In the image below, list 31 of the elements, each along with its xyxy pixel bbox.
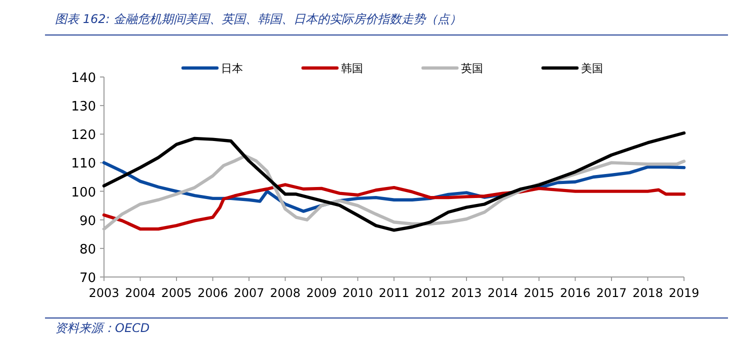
x-tick-label: 2012 [414,286,446,300]
y-tick-label: 130 [71,100,96,115]
y-tick-label: 70 [79,271,96,286]
x-tick-label: 2013 [451,286,482,300]
x-tick-label: 2009 [306,286,337,300]
x-tick-label: 2006 [197,286,228,300]
y-tick-label: 90 [79,214,96,229]
x-tick-label: 2014 [487,286,518,300]
x-tick-label: 2017 [596,286,627,300]
x-tick-label: 2018 [632,286,664,300]
x-tick-label: 2008 [270,286,301,300]
x-tick-label: 2019 [668,286,700,300]
x-tick-label: 2007 [234,286,264,300]
legend-label: 美国 [581,62,603,75]
y-tick-label: 140 [71,71,96,86]
y-tick-label: 80 [79,242,96,258]
annotation: 资料来源：OECD [55,321,150,335]
x-tick-label: 2010 [342,286,374,300]
x-tick-label: 2015 [524,286,554,300]
y-tick-label: 100 [71,185,96,200]
legend-label: 英国 [461,62,483,75]
y-tick-label: 120 [71,128,96,144]
legend-label: 日本 [221,62,243,75]
y-tick-label: 110 [71,156,96,172]
title: 图表 162: 金融危机期间美国、英国、韩国、日本的实际房价指数走势（点） [55,12,462,26]
x-tick-label: 2016 [560,286,591,300]
x-tick-label: 2005 [161,286,192,300]
x-tick-label: 2011 [378,286,410,300]
x-tick-label: 2003 [88,286,120,300]
legend-label: 韩国 [341,62,363,75]
x-tick-label: 2004 [124,286,156,300]
